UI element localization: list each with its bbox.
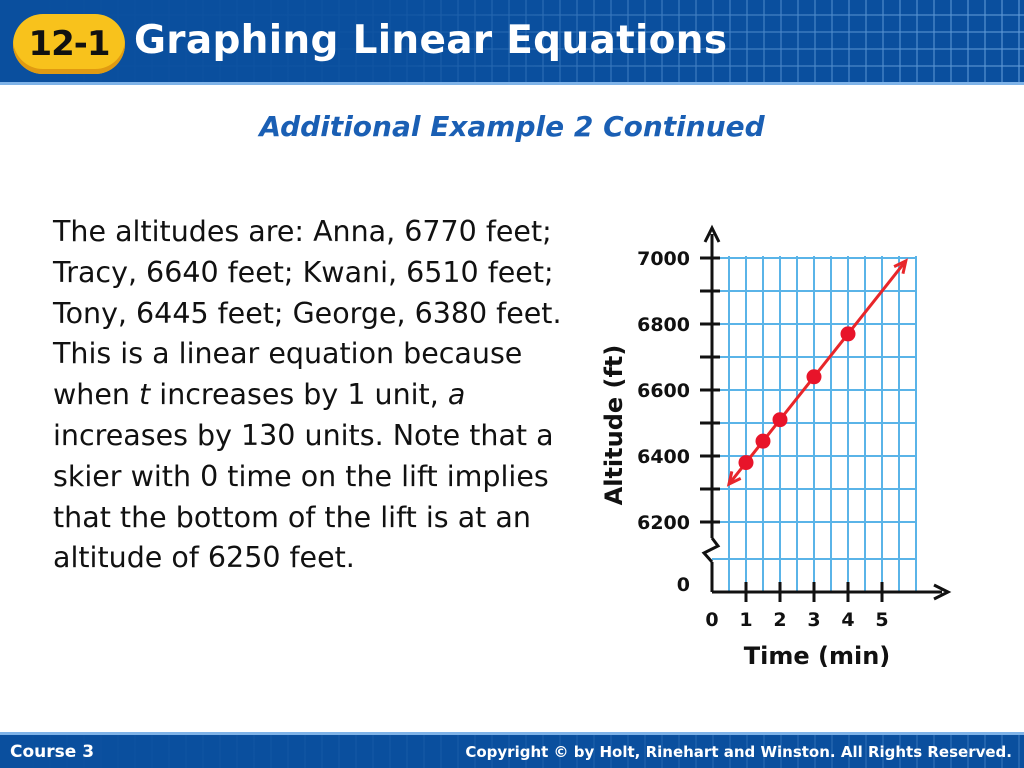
header-banner: 12-1 Graphing Linear Equations	[0, 0, 1024, 82]
trend-line-arrow-end	[893, 258, 908, 274]
data-point	[755, 433, 771, 449]
explanation-text-1: This is a linear equation because when	[53, 337, 523, 412]
variable-t: t	[139, 378, 151, 412]
x-tick-label: 4	[841, 609, 854, 631]
x-tick-label: 3	[807, 609, 820, 631]
copyright-text: Copyright © by Holt, Rinehart and Winsto…	[465, 743, 1012, 761]
footer-banner: Course 3 Copyright © by Holt, Rinehart a…	[0, 735, 1024, 768]
lesson-badge: 12-1	[13, 14, 125, 74]
header-divider	[0, 82, 1024, 85]
slide-subtitle: Additional Example 2 Continued	[259, 110, 765, 143]
page-title: Graphing Linear Equations	[134, 18, 728, 63]
x-axis-arrow	[933, 583, 952, 601]
x-tick-label: 2	[773, 609, 786, 631]
data-point	[806, 369, 822, 385]
slide-body: The altitudes are: Anna, 6770 feet; Trac…	[53, 212, 563, 579]
x-axis-label: Time (min)	[744, 642, 891, 670]
explanation-text-3: increases by 130 units. Note that a skie…	[53, 418, 554, 575]
y-axis-break	[701, 537, 721, 563]
lesson-number: 12-1	[28, 24, 110, 64]
altitudes-paragraph: The altitudes are: Anna, 6770 feet; Trac…	[53, 215, 562, 330]
y-tick-label: 6800	[637, 314, 690, 336]
variable-a: a	[447, 378, 466, 412]
y-axis-arrow	[703, 224, 721, 243]
course-label: Course 3	[10, 742, 95, 762]
y-tick-label: 6400	[637, 446, 690, 468]
linear-explanation-paragraph: This is a linear equation because when t…	[53, 334, 563, 579]
y-tick-label: 6600	[637, 380, 690, 402]
data-point	[772, 412, 788, 428]
trend-line-arrow-start	[726, 471, 742, 487]
footer-divider	[0, 732, 1024, 735]
y-tick-label: 6200	[637, 512, 690, 534]
x-tick-label: 0	[705, 609, 718, 631]
x-tick-label: 5	[875, 609, 888, 631]
x-tick-label: 1	[739, 609, 752, 631]
data-point	[738, 455, 754, 471]
data-point	[840, 326, 856, 342]
y-tick-label: 7000	[637, 248, 690, 270]
y-axis-label: Altitude (ft)	[600, 345, 628, 506]
explanation-text-2: increases by 1 unit,	[150, 378, 448, 412]
y-tick-label: 0	[677, 574, 690, 596]
